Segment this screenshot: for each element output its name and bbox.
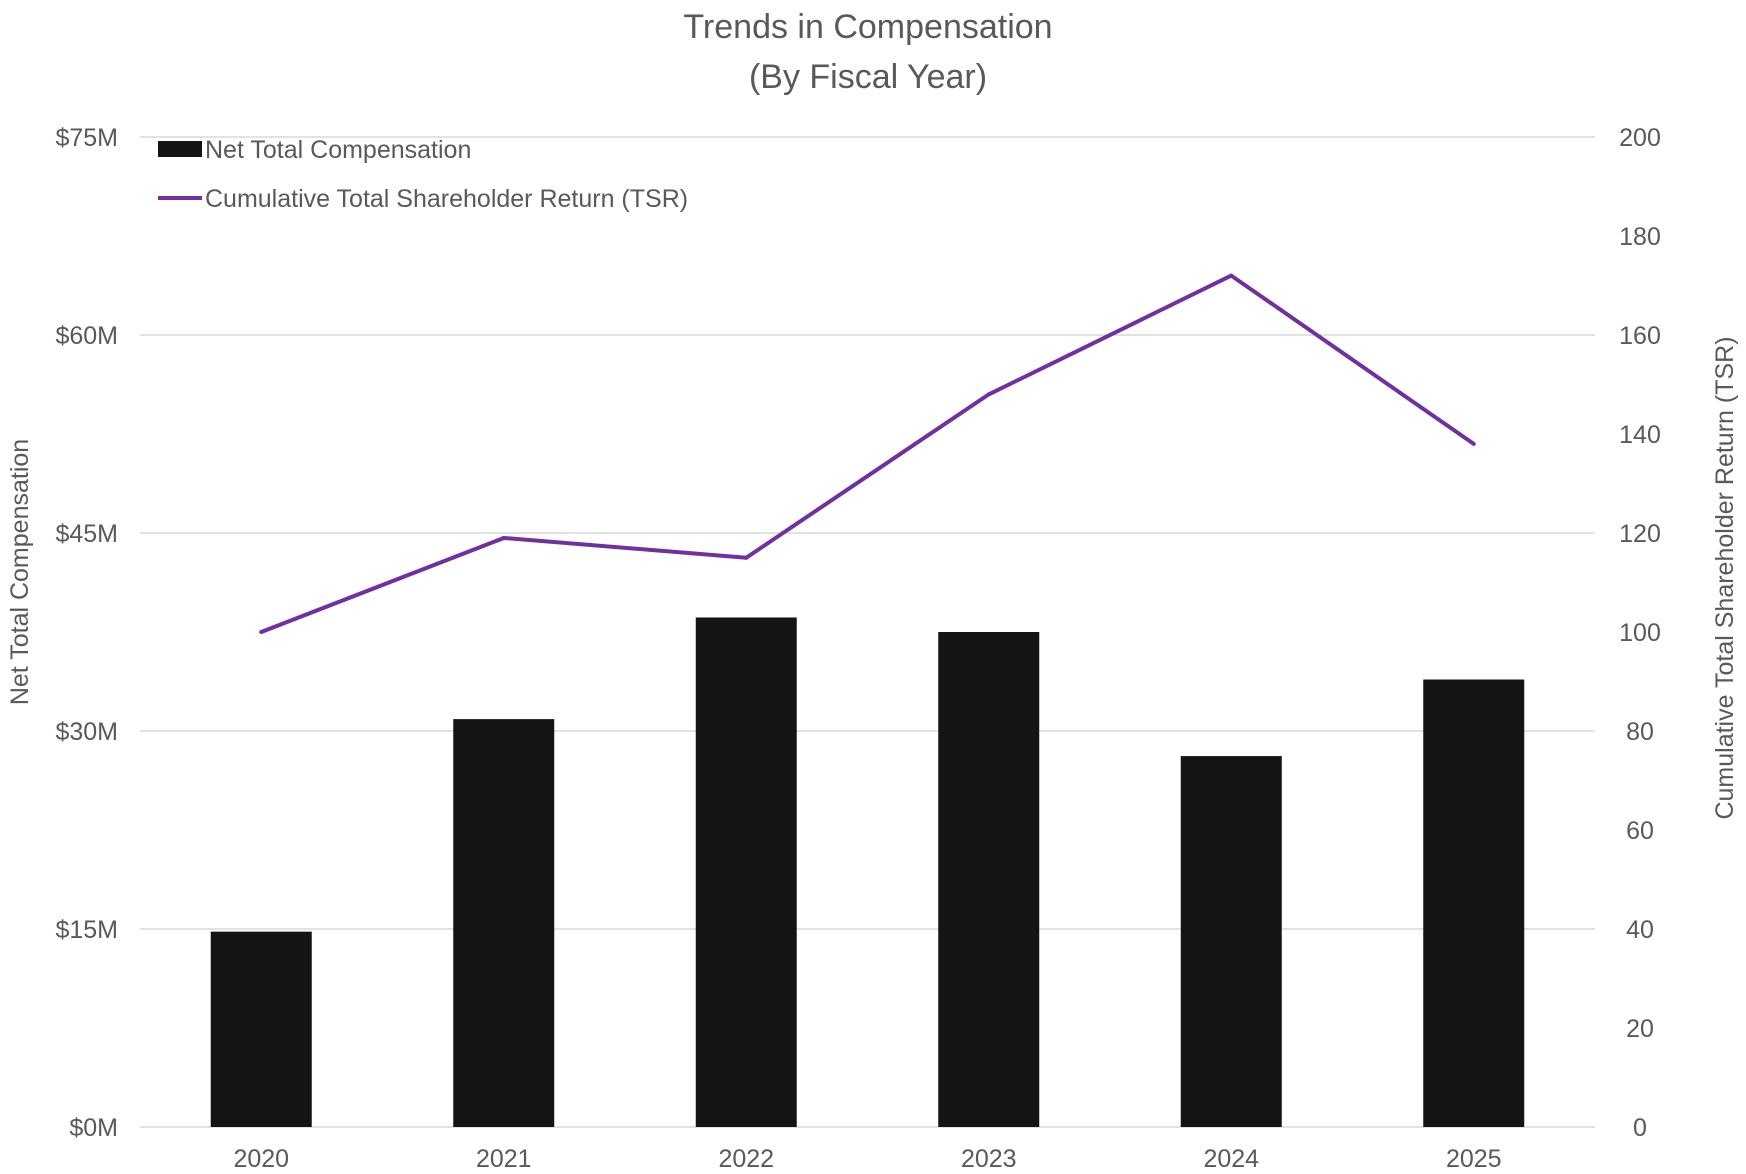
tsr-point [986, 392, 991, 397]
tsr-point [1471, 441, 1476, 446]
tsr-point [1229, 273, 1234, 278]
bar [453, 719, 555, 1127]
right-tick-label: 40 [1626, 916, 1654, 944]
chart-title-line-2: (By Fiscal Year) [749, 58, 987, 96]
bar [1180, 756, 1282, 1127]
bar [695, 617, 797, 1127]
left-axis-title: Net Total Compensation [6, 439, 34, 705]
x-tick-label: 2025 [1446, 1145, 1502, 1173]
right-tick-label: 200 [1619, 124, 1661, 152]
tsr-line [260, 273, 1475, 634]
bar [210, 931, 312, 1127]
left-tick-label: $45M [55, 520, 118, 548]
x-tick-label: 2023 [961, 1145, 1017, 1173]
right-axis-ticks: 0 20 40 60 80 100 120 140 160 180 200 [1619, 124, 1661, 1142]
right-tick-label: 160 [1619, 322, 1661, 350]
x-tick-label: 2024 [1203, 1145, 1259, 1173]
line-series [259, 273, 1476, 634]
gridlines [140, 136, 1595, 1128]
tsr-point [744, 555, 749, 560]
bar-series [210, 617, 1525, 1127]
left-tick-label: $0M [69, 1114, 118, 1142]
right-tick-label: 120 [1619, 520, 1661, 548]
x-tick-label: 2021 [476, 1145, 532, 1173]
legend-label-compensation: Net Total Compensation [205, 136, 471, 164]
left-tick-label: $60M [55, 322, 118, 350]
right-tick-label: 20 [1626, 1015, 1654, 1043]
x-tick-label: 2020 [233, 1145, 289, 1173]
legend-swatch-bar [158, 141, 202, 157]
chart-title-line-1: Trends in Compensation [683, 8, 1052, 46]
right-tick-label: 140 [1619, 421, 1661, 449]
left-tick-label: $75M [55, 124, 118, 152]
bar [938, 632, 1040, 1127]
legend-label-tsr: Cumulative Total Shareholder Return (TSR… [205, 185, 688, 213]
right-tick-label: 0 [1633, 1114, 1647, 1142]
right-tick-label: 60 [1626, 817, 1654, 845]
right-tick-label: 100 [1619, 619, 1661, 647]
tsr-point [501, 535, 506, 540]
bar [1423, 679, 1525, 1127]
left-tick-label: $15M [55, 916, 118, 944]
x-tick-label: 2022 [718, 1145, 774, 1173]
left-tick-label: $30M [55, 718, 118, 746]
tsr-point [259, 630, 264, 634]
legend: Net Total Compensation Cumulative Total … [158, 136, 688, 213]
left-axis-ticks: $0M $15M $30M $45M $60M $75M [55, 124, 118, 1142]
right-axis-title: Cumulative Total Shareholder Return (TSR… [1711, 336, 1739, 819]
right-tick-label: 180 [1619, 223, 1661, 251]
right-tick-label: 80 [1626, 718, 1654, 746]
x-axis-ticks: 2020 2021 2022 2023 2024 2025 [233, 1145, 1501, 1173]
